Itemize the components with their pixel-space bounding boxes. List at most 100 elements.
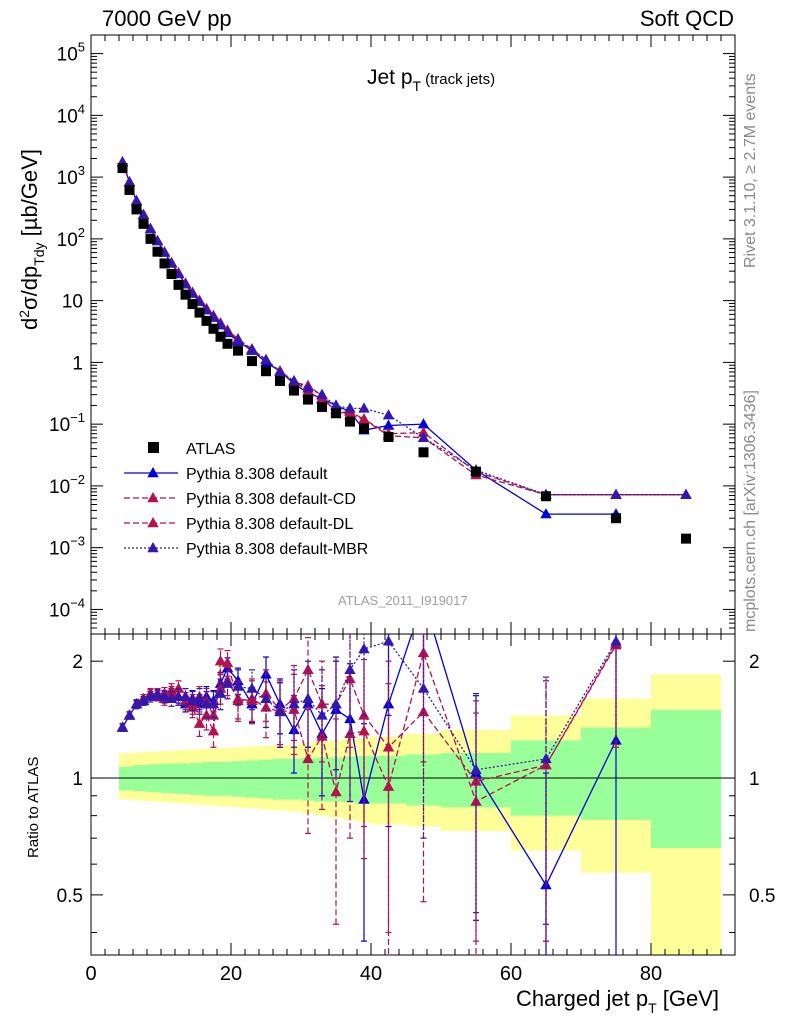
ratio-marker-dl: [302, 663, 314, 675]
marker-mbr: [417, 431, 430, 443]
data-point-atlas: [166, 268, 177, 279]
ratio-marker-mbr: [302, 692, 314, 704]
legend-marker-cd: [147, 492, 159, 503]
ratio-marker-mbr: [179, 690, 192, 701]
ratio-marker-mbr: [221, 677, 234, 688]
band-inner-bin: [287, 758, 301, 800]
data-point-atlas: [117, 163, 128, 174]
marker-default: [417, 418, 430, 429]
ratio-marker-mbr: [358, 642, 370, 654]
legend-label: Pythia 8.308 default: [186, 466, 328, 483]
data-point-atlas: [611, 513, 621, 524]
ratio-marker-mbr: [137, 694, 150, 706]
y-tick-label: 105: [57, 40, 85, 66]
ratio-marker-mbr: [207, 698, 220, 709]
band-inner-bin: [189, 762, 203, 795]
data-point-atlas: [418, 447, 429, 458]
ratio-marker-dl: [232, 692, 244, 704]
data-point-atlas: [159, 258, 170, 269]
band-inner-bin: [203, 761, 217, 796]
ratio-marker-mbr: [382, 635, 395, 646]
analysis-watermark: ATLAS_2011_I919017: [338, 593, 468, 608]
data-point-atlas: [275, 375, 285, 386]
ratio-y-tick-label-left: 0.5: [57, 886, 83, 907]
y-axis-title-ratio: Ratio to ATLAS: [25, 757, 42, 858]
marker-mbr: [610, 488, 622, 499]
ratio-marker-cd: [193, 717, 206, 728]
ratio-marker-mbr: [151, 688, 164, 699]
marker-mbr: [130, 195, 143, 206]
ratio-marker-dl: [207, 709, 220, 720]
y-tick-label: 10−1: [49, 410, 85, 436]
ratio-y-tick-label-left: 2: [72, 652, 83, 673]
data-point-atlas: [180, 289, 191, 300]
x-tick-label: 60: [500, 963, 522, 985]
marker-mbr: [246, 343, 258, 354]
ratio-marker-mbr: [193, 692, 206, 704]
marker-mbr: [288, 374, 300, 386]
data-point-atlas: [173, 279, 184, 290]
data-point-atlas: [261, 366, 271, 377]
data-point-atlas: [194, 307, 205, 318]
ratio-marker-mbr: [344, 663, 356, 675]
y-tick-label: 102: [57, 225, 85, 251]
ratio-marker-mbr: [417, 682, 430, 693]
marker-mbr: [382, 409, 395, 420]
ratio-y-tick-label-right: 1: [749, 769, 760, 790]
ratio-marker-cd: [214, 655, 227, 666]
ratio-marker-cd: [302, 752, 314, 764]
ratio-marker-mbr: [158, 690, 171, 701]
data-point-atlas: [359, 423, 369, 434]
band-inner-bin: [259, 759, 273, 799]
marker-mbr: [260, 353, 272, 365]
y-tick-label: 10−4: [49, 595, 85, 621]
plot-title: Jet pT (track jets): [367, 66, 495, 94]
ratio-marker-mbr: [330, 698, 342, 709]
marker-mbr: [344, 402, 356, 413]
legend-marker-mbr: [147, 542, 159, 553]
data-point-atlas: [208, 323, 219, 334]
data-point-atlas: [222, 338, 233, 349]
y-tick-label: 10−2: [49, 472, 85, 498]
ratio-marker-mbr: [288, 698, 300, 709]
ratio-marker-dl: [344, 672, 356, 684]
x-tick-label: 80: [640, 963, 662, 985]
y-axis-title-main: d2σ/dpTdy [µb/GeV]: [16, 149, 47, 330]
legend: ATLAS Pythia 8.308 default Pythia 8.308 de…: [124, 441, 368, 558]
data-point-atlas: [138, 218, 149, 229]
ratio-marker-mbr: [246, 682, 258, 693]
ratio-marker-mbr: [130, 698, 143, 709]
ratio-marker-mbr: [260, 692, 272, 704]
x-axis-title: Charged jet pT [GeV]: [516, 986, 719, 1016]
marker-mbr: [358, 402, 370, 413]
y-tick-label: 10: [62, 292, 83, 313]
ratio-marker-cd: [172, 682, 185, 693]
ratio-marker-mbr: [214, 687, 227, 698]
data-point-atlas: [681, 533, 691, 544]
ratio-marker-dl: [260, 687, 272, 698]
data-point-atlas: [124, 184, 135, 195]
marker-mbr: [232, 334, 244, 345]
legend-label: Pythia 8.308 default-DL: [186, 516, 353, 533]
y-tick-label: 104: [57, 101, 85, 127]
x-tick-label: 20: [220, 963, 242, 985]
legend-marker-dl: [147, 517, 159, 528]
x-tick-label: 40: [360, 963, 382, 985]
ratio-marker-mbr: [610, 635, 622, 646]
ratio-marker-mbr: [116, 721, 129, 732]
ratio-marker-mbr: [232, 680, 244, 691]
legend-label: ATLAS: [186, 441, 236, 458]
ratio-marker-mbr: [123, 709, 136, 720]
data-point-atlas: [152, 246, 163, 257]
legend-label: Pythia 8.308 default-CD: [186, 491, 356, 508]
header-category: Soft QCD: [639, 6, 734, 31]
ratio-panel: 0 20 40 60 80 0.5 0.5 1 1 2 2: [57, 633, 775, 985]
ratio-marker-mbr: [540, 752, 552, 764]
data-point-atlas: [541, 491, 551, 502]
band-inner-bin: [175, 763, 189, 794]
y-tick-label: 10−3: [49, 534, 85, 560]
data-point-atlas: [145, 233, 156, 244]
ratio-marker-cd: [330, 786, 342, 797]
ratio-marker-mbr: [470, 763, 482, 775]
data-point-atlas: [345, 416, 355, 427]
